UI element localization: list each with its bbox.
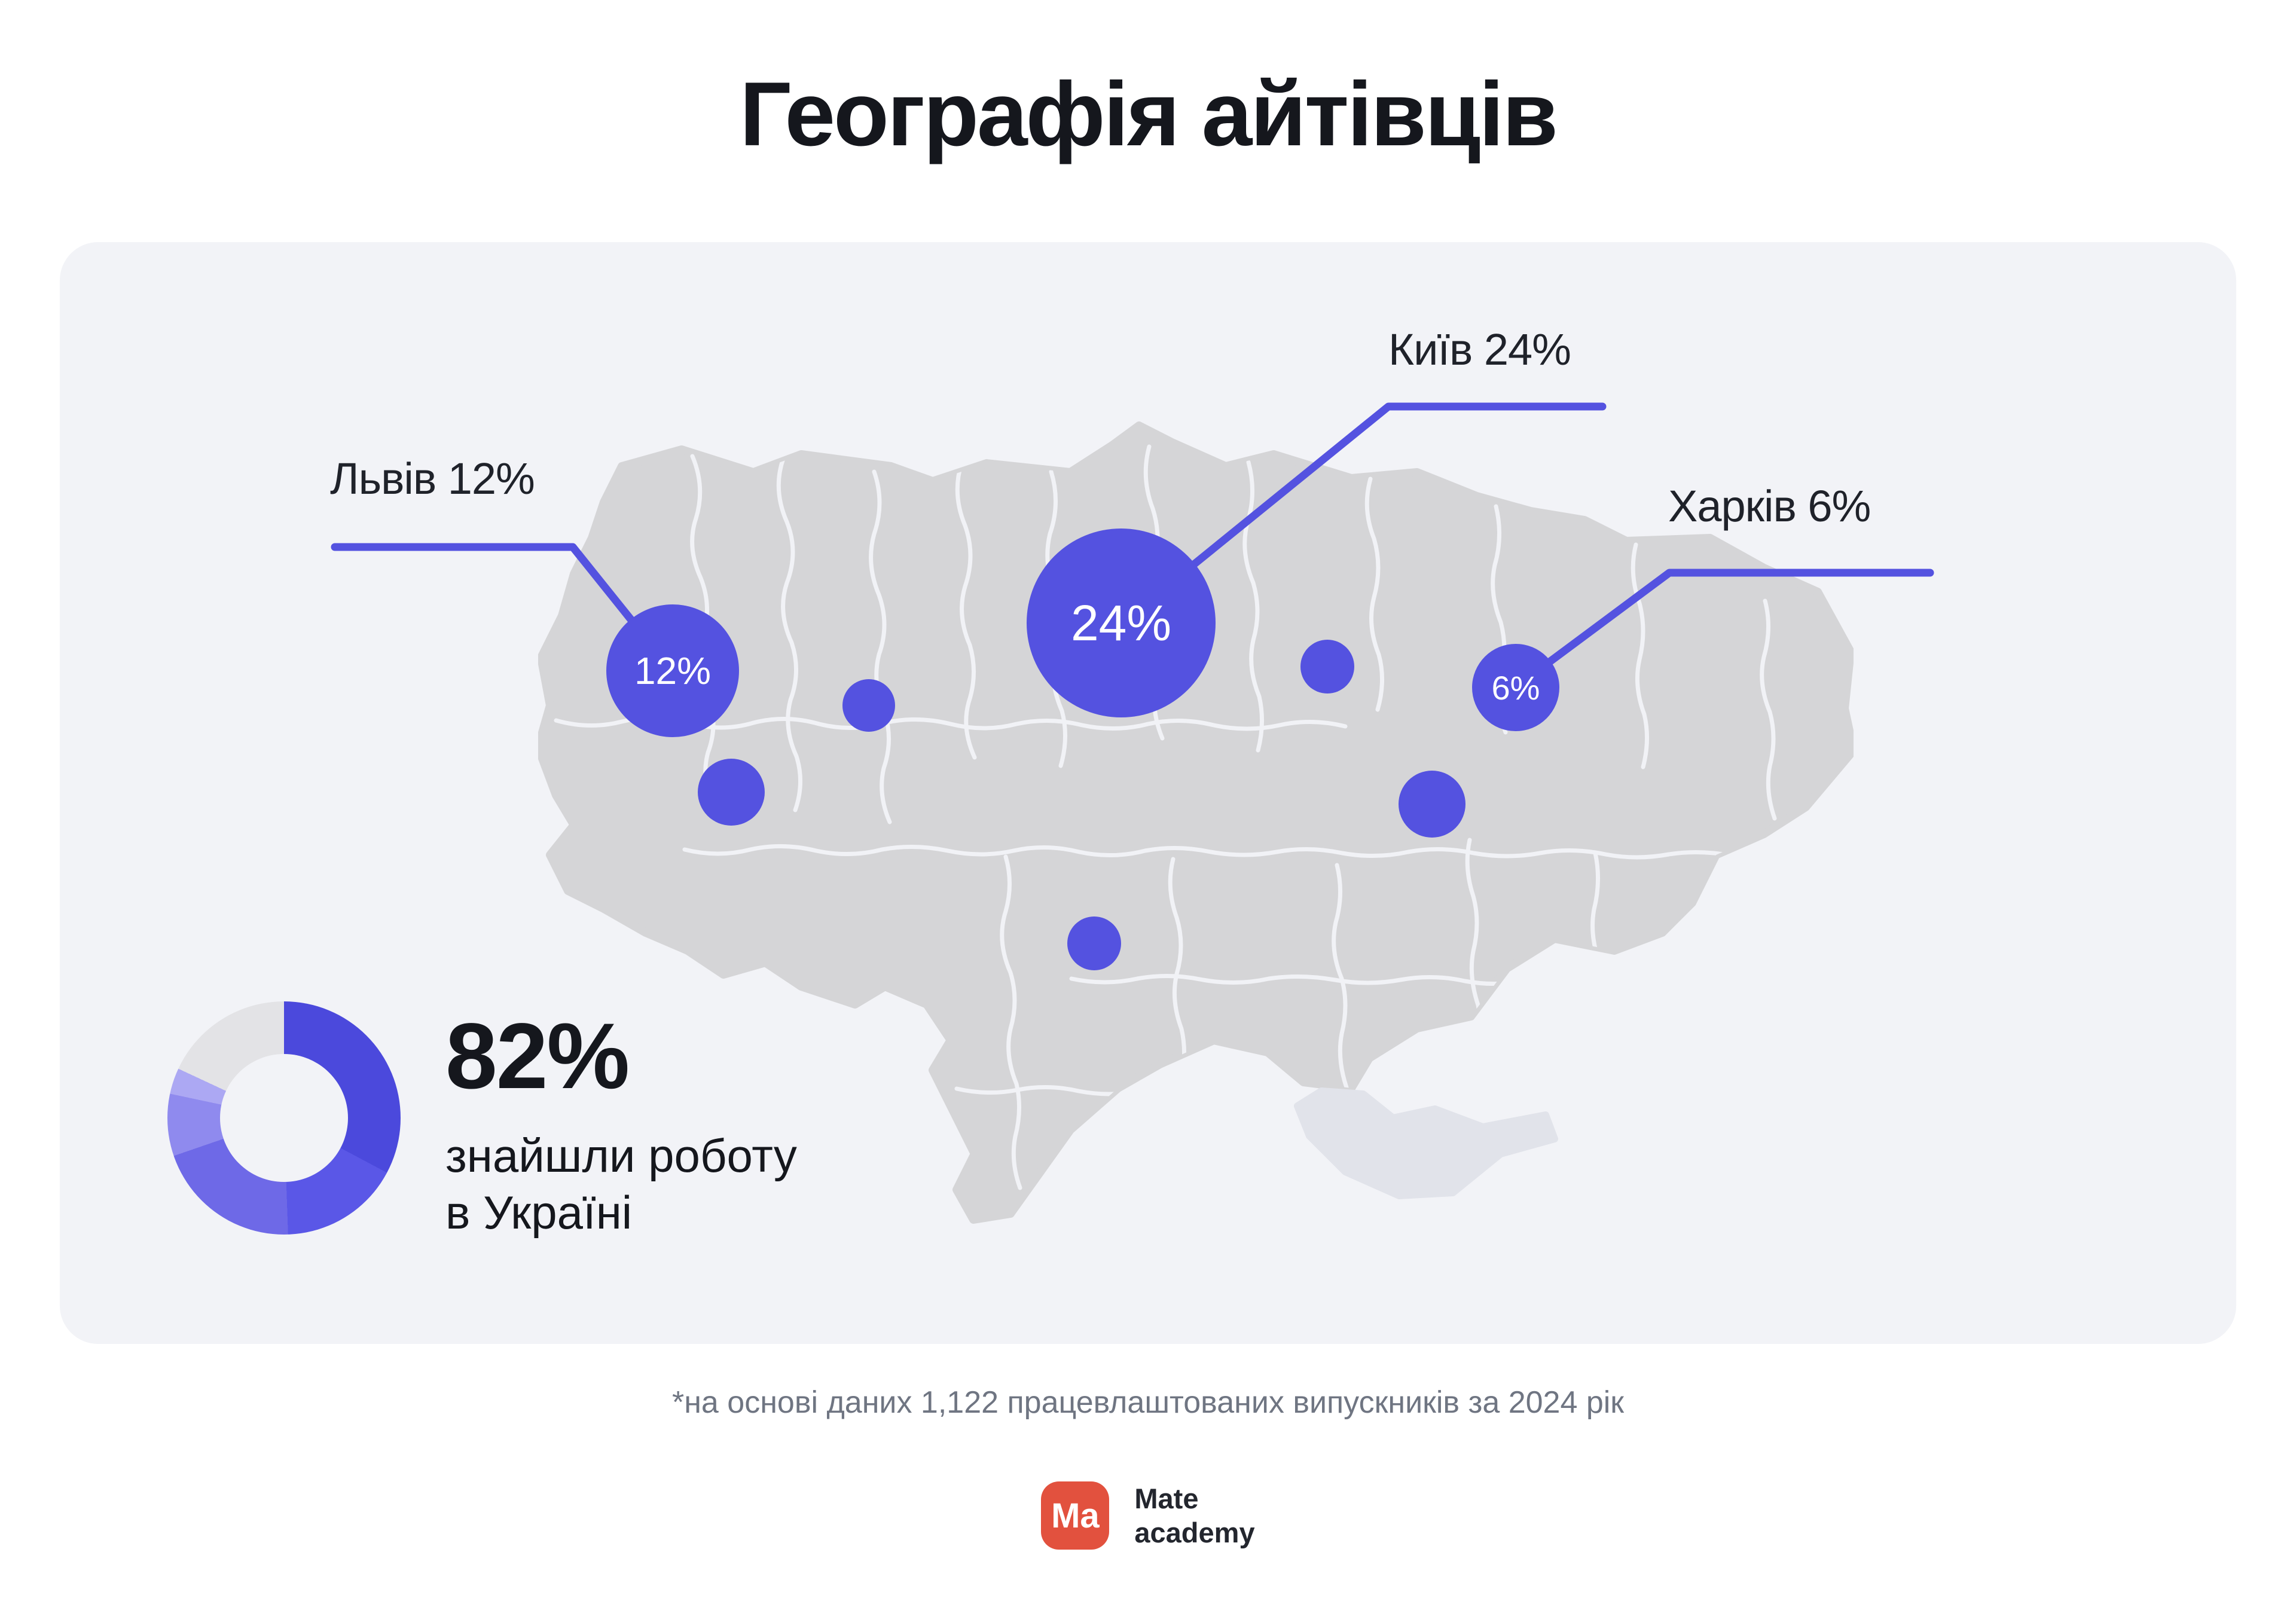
bubble-kharkiv: 6% — [1472, 644, 1559, 731]
city-bubble — [1399, 771, 1465, 838]
mate-academy-logo: Ma Mate academy — [0, 1481, 2296, 1550]
donut-chart — [167, 1001, 401, 1235]
city-bubble — [842, 679, 895, 732]
logo-name-line2: academy — [1134, 1517, 1255, 1549]
city-bubble — [1067, 916, 1121, 970]
stat-caption-line1: знайшли роботу — [445, 1129, 797, 1182]
stat-value: 82% — [445, 1004, 630, 1108]
logo-badge: Ma — [1041, 1481, 1110, 1550]
city-bubble — [698, 759, 765, 826]
bubble-kyiv: 24% — [1027, 528, 1216, 717]
stat-caption: знайшли роботу в Україні — [445, 1128, 797, 1241]
footnote: *на основі даних 1,122 працевлаштованих … — [671, 1385, 1625, 1420]
label-kharkiv: Харків 6% — [1668, 481, 1871, 531]
map-crimea — [1294, 1087, 1558, 1199]
logo-name-line1: Mate — [1134, 1483, 1199, 1514]
city-bubble — [1300, 640, 1354, 693]
logo-name: Mate academy — [1134, 1481, 1254, 1550]
bubble-lviv: 12% — [606, 604, 739, 737]
label-lviv: Львів 12% — [330, 454, 535, 503]
page-title: Географія айтівців — [740, 63, 1558, 165]
stat-caption-line2: в Україні — [445, 1186, 633, 1239]
label-kyiv: Київ 24% — [1388, 325, 1571, 374]
